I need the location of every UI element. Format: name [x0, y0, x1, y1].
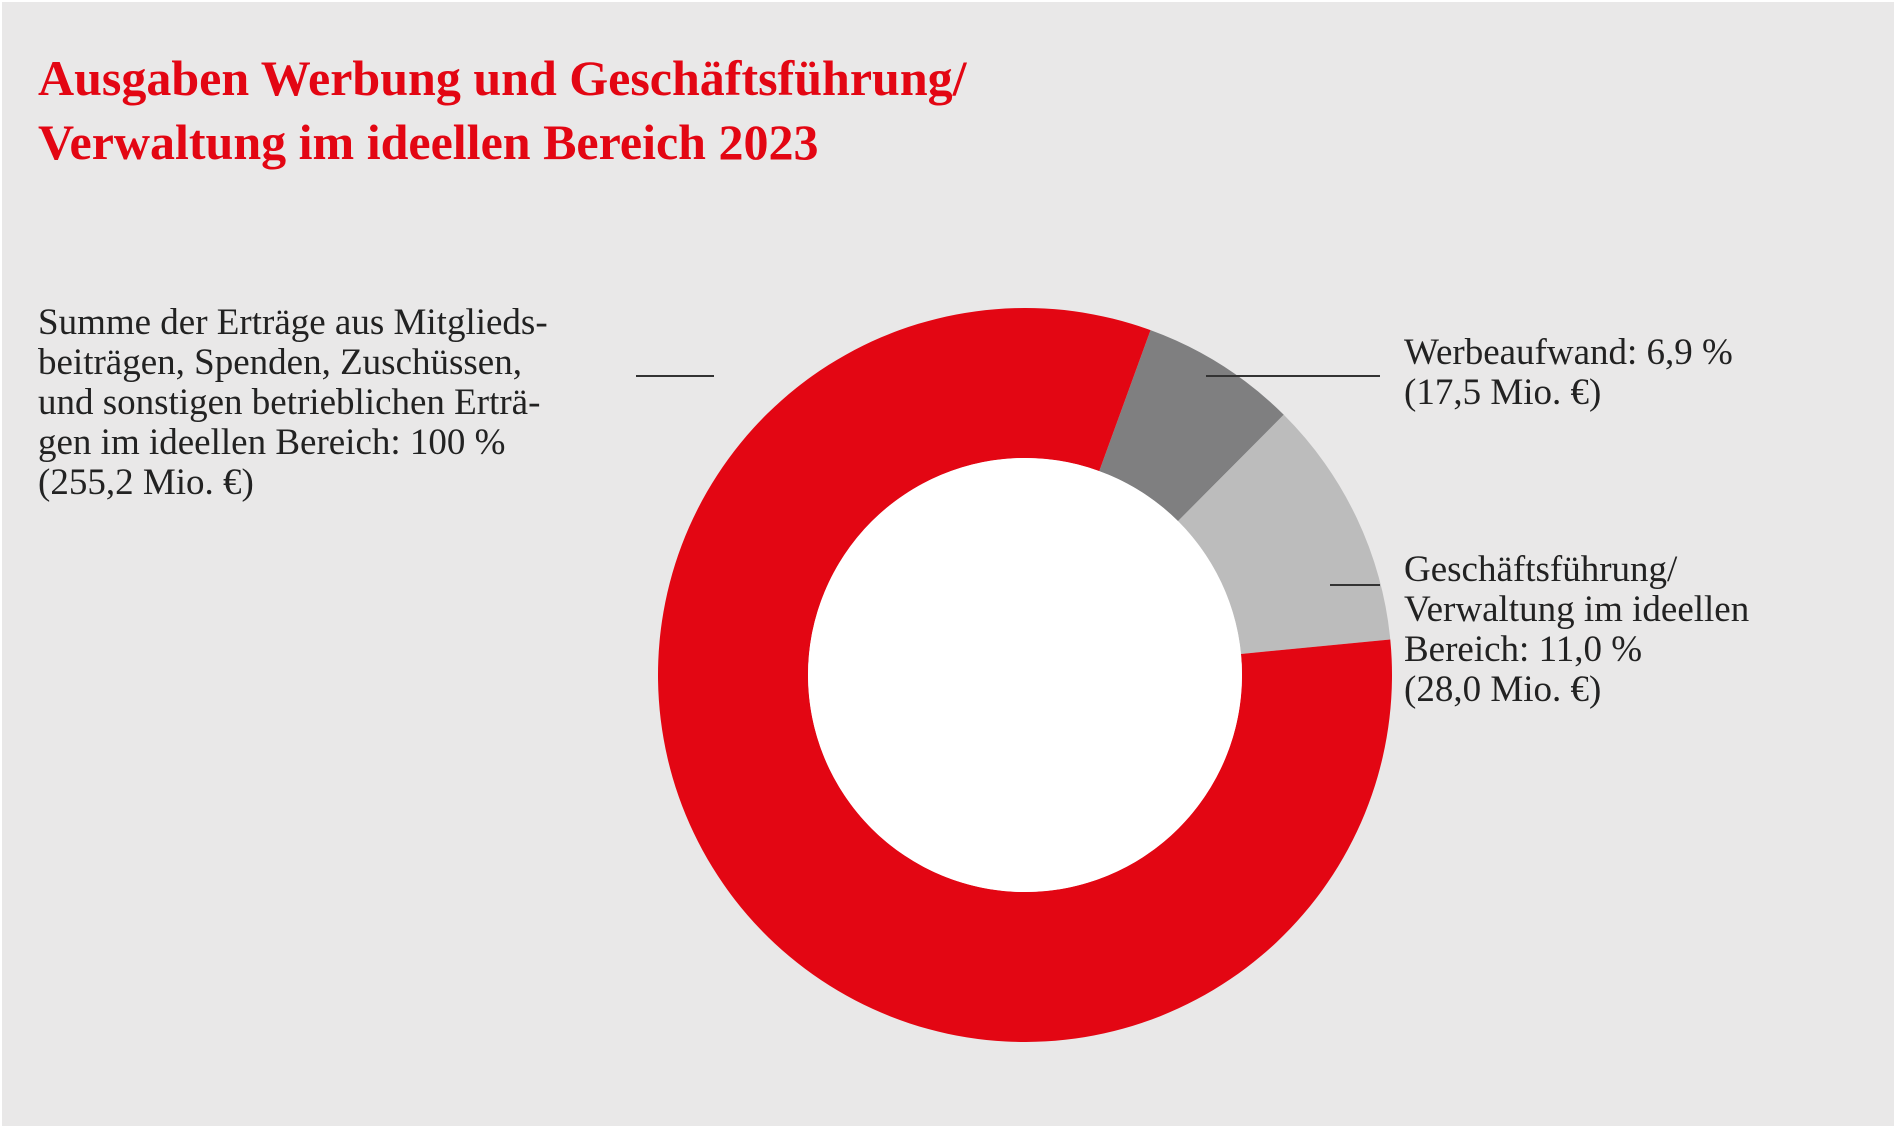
donut-slice-1: [1099, 330, 1284, 522]
label-geschaeftsfuehrung-line-3: Bereich: 11,0 %: [1404, 629, 1643, 670]
label-total-line-4: gen im ideellen Bereich: 100 %: [38, 422, 506, 463]
donut-slices: [657, 307, 1392, 1042]
donut-hole: [808, 458, 1242, 892]
label-werbeaufwand-line-1: Werbeaufwand: 6,9 %: [1404, 332, 1733, 373]
leader-lines: [636, 375, 1380, 586]
label-werbeaufwand-line-2: (17,5 Mio. €): [1404, 372, 1602, 413]
label-total: Summe der Erträge aus Mitglieds- beiträg…: [38, 303, 548, 503]
label-total-line-3: und sonstigen betrieblichen Erträ-: [38, 382, 541, 423]
label-total-line-2: beiträgen, Spenden, Zuschüssen,: [38, 342, 522, 383]
label-total-line-5: (255,2 Mio. €): [38, 462, 254, 503]
label-total-line-1: Summe der Erträge aus Mitglieds-: [38, 302, 548, 343]
donut-slice-2: [1178, 414, 1391, 654]
label-geschaeftsfuehrung-line-4: (28,0 Mio. €): [1404, 669, 1602, 710]
label-geschaeftsfuehrung-line-1: Geschäftsführung/: [1404, 549, 1678, 590]
label-geschaeftsfuehrung-line-2: Verwaltung im ideellen: [1404, 589, 1750, 630]
chart-title-line-2: Verwaltung im ideellen Bereich 2023: [38, 114, 819, 170]
chart-title: Ausgaben Werbung und Geschäftsführung/ V…: [38, 46, 967, 174]
label-geschaeftsfuehrung: Geschäftsführung/ Verwaltung im ideellen…: [1404, 550, 1749, 710]
chart-title-line-1: Ausgaben Werbung und Geschäftsführung/: [38, 50, 967, 106]
label-werbeaufwand: Werbeaufwand: 6,9 % (17,5 Mio. €): [1404, 333, 1733, 413]
donut-slice-3: [657, 307, 1392, 1042]
